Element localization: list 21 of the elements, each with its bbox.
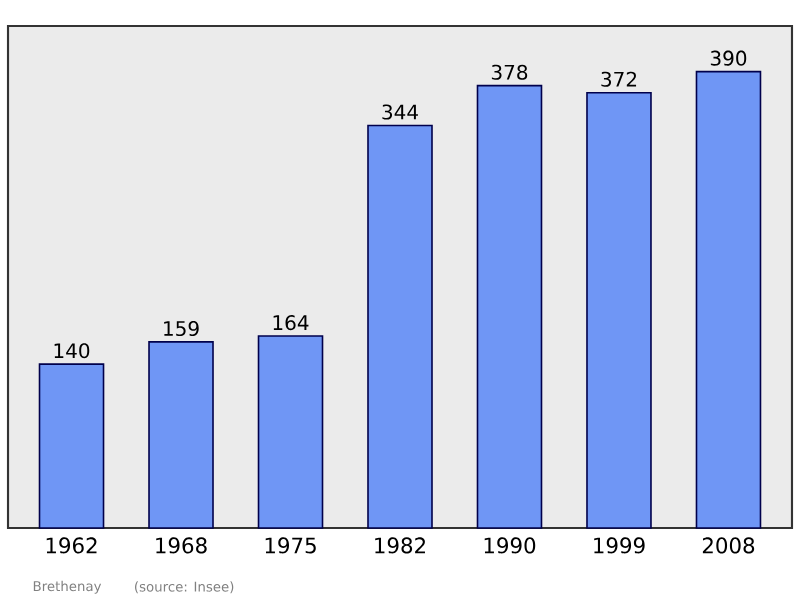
data-label: 159	[164, 320, 199, 337]
bar	[586, 91, 652, 529]
data-label: 390	[710, 50, 747, 66]
x-tick-label: 1999	[594, 537, 645, 554]
bar	[695, 70, 762, 529]
data-label: 372	[601, 71, 637, 87]
data-label: 344	[382, 104, 418, 120]
x-tick-label: 1990	[484, 537, 536, 554]
x-tick-label: 1968	[156, 537, 207, 554]
bar	[148, 341, 214, 529]
x-tick-label: 1982	[375, 537, 425, 554]
data-label: 140	[54, 343, 90, 359]
x-tick-label: 1975	[265, 537, 316, 554]
bar	[38, 363, 105, 529]
data-label: 164	[273, 315, 309, 331]
bar	[257, 335, 324, 529]
x-tick-label: 1962	[46, 537, 97, 554]
x-tick-label: 2008	[702, 537, 755, 554]
bar	[367, 124, 433, 529]
data-label: 378	[491, 64, 528, 80]
bar	[476, 84, 543, 529]
